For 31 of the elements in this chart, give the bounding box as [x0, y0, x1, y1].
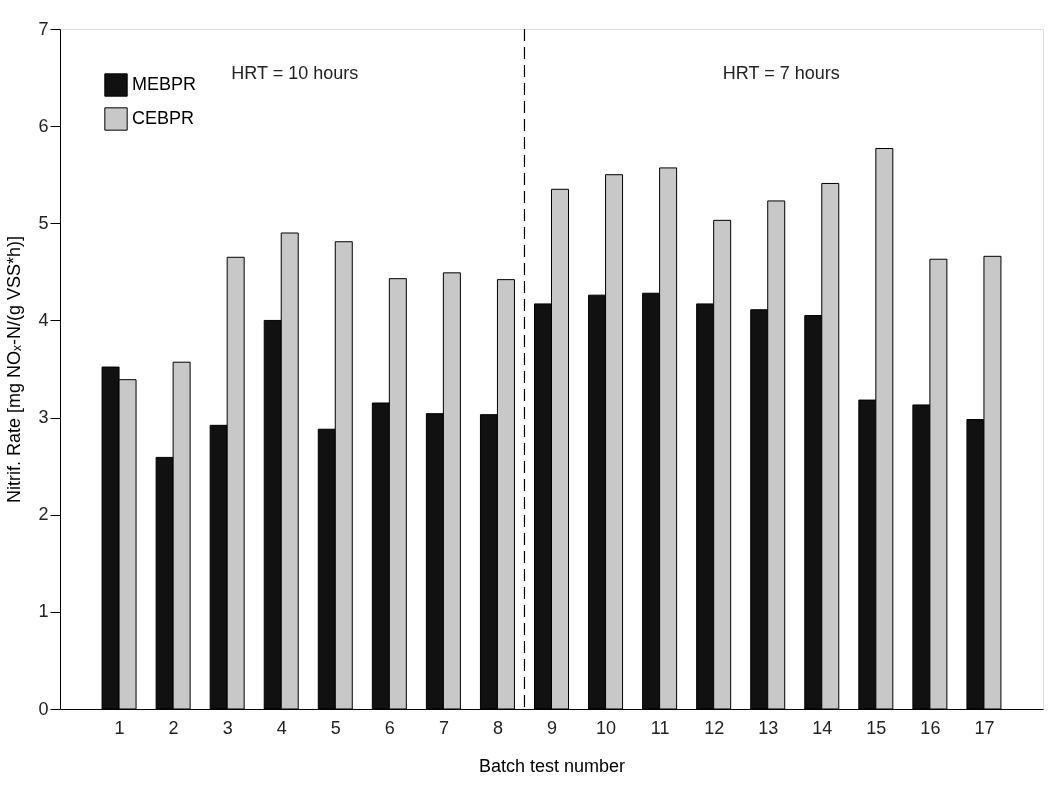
x-tick-label: 6 — [384, 717, 395, 738]
x-axis-title: Batch test number — [478, 755, 626, 776]
y-tick-label: 3 — [38, 407, 49, 428]
y-axis-title: Nitrif. Rate [mg NOₓ-N/(g VSS*h)] — [4, 236, 25, 503]
x-tick-label: 9 — [546, 717, 558, 738]
y-tick-label: 4 — [38, 309, 49, 330]
x-tick-label: 2 — [168, 717, 179, 738]
annotation: HRT = 7 hours — [722, 63, 840, 83]
x-tick-label: 14 — [812, 717, 833, 738]
x-tick-label: 1 — [114, 717, 125, 738]
y-tick-label: 0 — [38, 698, 49, 719]
legend-label: CEBPR — [132, 108, 195, 128]
x-tick-label: 16 — [920, 717, 941, 738]
x-tick-label: 7 — [438, 717, 449, 738]
y-tick-label: 2 — [38, 504, 49, 525]
x-tick-label: 3 — [222, 717, 233, 738]
y-tick-label: 6 — [38, 115, 49, 136]
y-tick-label: 5 — [38, 212, 49, 233]
x-tick-label: 15 — [866, 717, 887, 738]
x-tick-label: 8 — [492, 717, 503, 738]
x-tick-label: 13 — [758, 717, 779, 738]
x-tick-label: 5 — [330, 717, 341, 738]
legend-label: MEBPR — [132, 74, 197, 94]
y-tick-label: 1 — [38, 601, 49, 622]
x-tick-label: 11 — [650, 717, 670, 738]
x-tick-label: 17 — [974, 717, 995, 738]
x-tick-label: 10 — [596, 717, 617, 738]
x-tick-label: 4 — [276, 717, 287, 738]
x-tick-label: 12 — [704, 717, 725, 738]
y-tick-label: 7 — [38, 18, 49, 39]
annotation: HRT = 10 hours — [231, 63, 359, 83]
